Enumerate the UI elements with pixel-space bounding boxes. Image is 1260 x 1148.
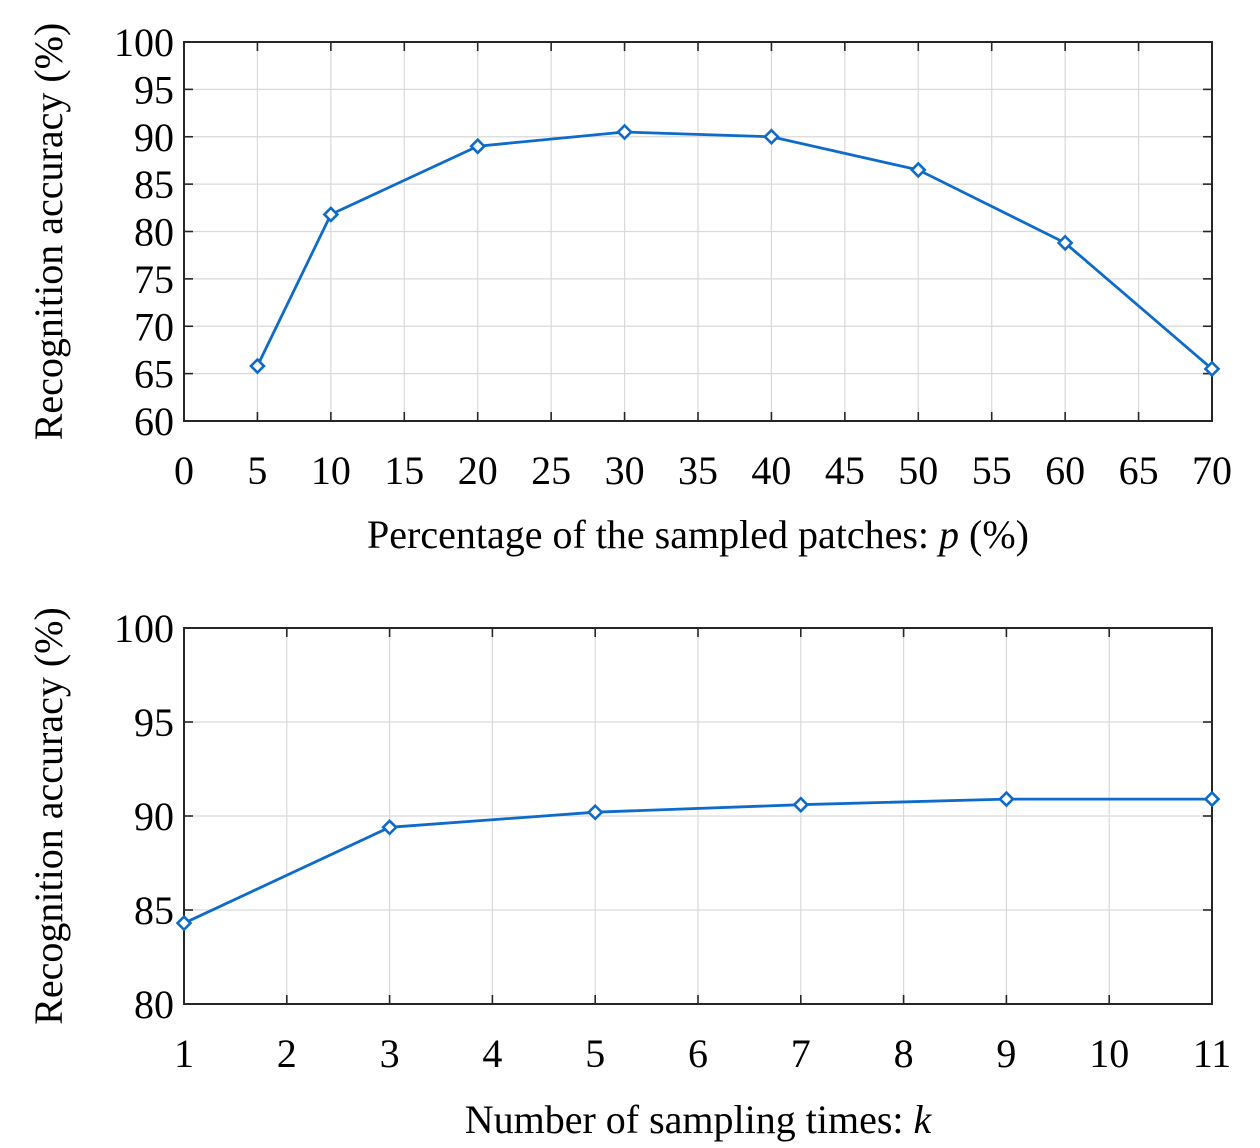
x-tick-label: 5 [247,448,267,493]
x-tick-label: 4 [482,1031,502,1076]
data-point [998,790,1015,808]
series-line [256,130,1213,370]
data-point [616,123,633,141]
y-tick-label: 90 [134,115,174,160]
y-tick-label: 100 [114,606,174,651]
x-tick-label: 2 [277,1031,297,1076]
x-tick-label: 65 [1119,448,1159,493]
x-tick-label: 35 [678,448,718,493]
x-tick-label: 8 [894,1031,914,1076]
series-line [183,797,1212,925]
x-axis-label-part: Number of sampling times: [465,1097,914,1142]
x-tick-label: 10 [1089,1031,1129,1076]
x-axis-label: Percentage of the sampled patches: p (%) [367,512,1029,557]
y-tick-label: 65 [134,352,174,397]
series-0 [249,123,1221,378]
y-tick-label: 85 [134,888,174,933]
x-tick-label: 55 [972,448,1012,493]
grid [183,627,1213,1005]
x-axis-label: Number of sampling times: k [465,1097,933,1142]
x-tick-label: 10 [311,448,351,493]
chart-top-patch-percentage: 0 5 10 15 20 25 30 35 40 45 50 55 60 65 70606570758085… [26,20,1232,557]
data-point [1203,360,1221,378]
x-axis-label-part: p [936,512,959,557]
x-axis: 0 5 10 15 20 25 30 35 40 45 50 55 60 65 70 [174,42,1232,493]
grid [183,41,1213,422]
data-point [249,357,266,375]
x-axis-label-part: Percentage of the sampled patches: [367,512,939,557]
data-point [586,803,604,821]
data-point [792,796,810,814]
x-tick-label: 70 [1192,448,1232,493]
data-point [909,161,927,179]
data-point [469,137,487,155]
data-point [763,128,780,146]
chart-bottom-sampling-times: 1 2 3 4 5 6 7 8 9 10 11 80 85 90 95 100 Number of sampli… [26,606,1231,1142]
y-tick-label: 75 [134,257,174,302]
data-point [1056,234,1074,252]
x-tick-label: 0 [174,448,194,493]
y-tick-label: 60 [134,399,174,444]
x-tick-label: 40 [751,448,791,493]
y-tick-label: 70 [134,304,174,349]
x-axis-label-part: (%) [959,512,1029,557]
data-point [322,206,340,223]
y-axis: 80 85 90 95 100 [114,606,1212,1027]
x-tick-label: 9 [996,1031,1016,1076]
y-tick-label: 95 [134,67,174,112]
y-tick-label: 100 [114,20,174,65]
x-tick-label: 30 [605,448,645,493]
y-tick-label: 95 [134,700,174,745]
y-axis-label: Recognition accuracy (%) [26,23,71,441]
x-tick-label: 20 [458,448,498,493]
x-axis: 1 2 3 4 5 6 7 8 9 10 11 [174,628,1231,1076]
x-tick-label: 6 [688,1031,708,1076]
data-point [1203,790,1221,808]
y-tick-label: 90 [134,794,174,839]
data-point [381,818,398,836]
x-tick-label: 15 [384,448,424,493]
y-axis-label: Recognition accuracy (%) [26,607,71,1025]
x-tick-label: 5 [585,1031,605,1076]
x-axis-label-part: k [914,1097,933,1142]
y-tick-label: 85 [134,162,174,207]
x-tick-label: 50 [898,448,938,493]
x-tick-label: 3 [380,1031,400,1076]
x-tick-label: 11 [1193,1031,1232,1076]
x-tick-label: 1 [174,1031,194,1076]
series-0 [175,790,1221,932]
x-tick-label: 60 [1045,448,1085,493]
data-point [175,914,193,932]
x-tick-label: 7 [791,1031,811,1076]
x-tick-label: 25 [531,448,571,493]
y-tick-label: 80 [134,210,174,255]
x-tick-label: 45 [825,448,865,493]
y-tick-label: 80 [134,982,174,1027]
